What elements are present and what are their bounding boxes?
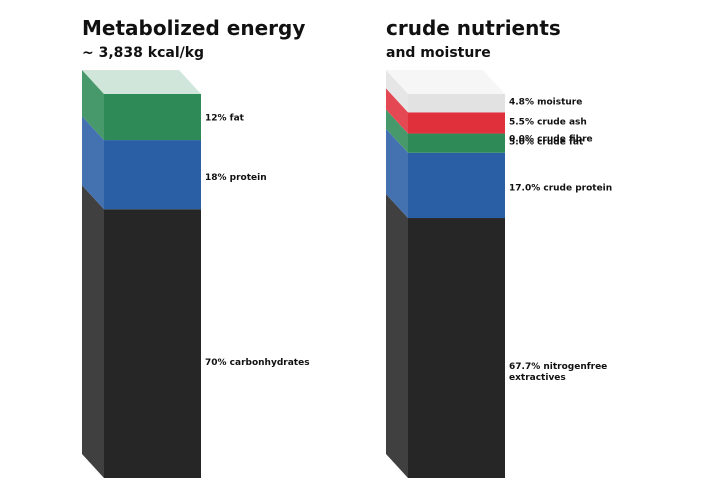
segment-side-carbonhydrates xyxy=(82,185,104,478)
segment-side-moisture xyxy=(386,70,408,113)
label-crude-ash: 5.5% crude ash xyxy=(509,118,587,128)
segment-crude-fat xyxy=(386,109,505,153)
segment-side-nitrogenfree-extractives xyxy=(386,194,408,479)
segment-side-crude-protein xyxy=(386,128,408,219)
segment-front-carbonhydrates xyxy=(104,209,201,478)
segment-crude-ash xyxy=(386,88,505,134)
segment-front-crude-protein xyxy=(408,152,505,219)
segment-front-crude-fat xyxy=(408,133,505,153)
chart-subtitle-kcal: ~ 3,838 kcal/kg xyxy=(82,45,205,61)
segment-protein xyxy=(82,116,201,210)
segment-carbonhydrates xyxy=(82,185,201,478)
segment-fat xyxy=(82,70,201,141)
segment-front-crude-ash xyxy=(408,112,505,134)
label-protein: 18% protein xyxy=(205,173,267,183)
label-carbonhydrates: 70% carbonhydrates xyxy=(205,358,310,368)
segment-nitrogenfree-extractives xyxy=(386,194,505,479)
label-moisture: 4.8% moisture xyxy=(509,98,582,108)
label-crude-fibre: 0.0% crude fibre xyxy=(509,135,593,145)
label-nitrogenfree-extractives: 67.7% nitrogenfree extractives xyxy=(509,362,607,383)
segment-moisture xyxy=(386,70,505,113)
chart-title-metabolized-energy: Metabolized energy xyxy=(82,16,306,40)
segment-top-fat xyxy=(82,70,201,94)
segment-side-crude-ash xyxy=(386,88,408,134)
segment-front-protein xyxy=(104,140,201,210)
segment-side-fat xyxy=(82,70,104,141)
label-fat: 12% fat xyxy=(205,114,245,124)
segment-front-fat xyxy=(104,94,201,141)
segment-side-protein xyxy=(82,116,104,210)
segment-top-moisture xyxy=(386,70,505,94)
chart-title-crude-nutrients: crude nutrients xyxy=(386,16,561,40)
segment-crude-protein xyxy=(386,128,505,219)
chart-subtitle-moisture: and moisture xyxy=(386,45,491,61)
label-crude-protein: 17.0% crude protein xyxy=(509,184,612,194)
segment-side-crude-fat xyxy=(386,109,408,153)
label-crude-fat: 5.0% crude fat xyxy=(509,138,584,148)
segment-front-moisture xyxy=(408,94,505,113)
segment-front-nitrogenfree-extractives xyxy=(408,218,505,479)
